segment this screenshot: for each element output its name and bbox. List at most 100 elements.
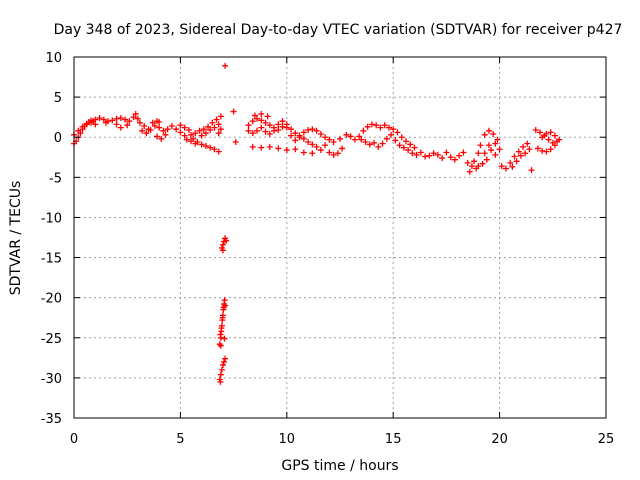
data-point bbox=[221, 297, 228, 304]
y-tick-label: -20 bbox=[41, 292, 62, 307]
data-point bbox=[117, 114, 124, 121]
data-point bbox=[185, 127, 192, 134]
data-point bbox=[217, 126, 224, 133]
data-point bbox=[249, 143, 256, 150]
x-axis-label: GPS time / hours bbox=[281, 458, 398, 474]
data-point bbox=[528, 167, 535, 174]
data-point bbox=[75, 127, 82, 134]
data-point bbox=[464, 159, 471, 166]
data-point bbox=[215, 121, 222, 128]
data-point bbox=[217, 331, 224, 338]
data-point bbox=[547, 146, 554, 153]
data-point bbox=[251, 112, 258, 119]
data-point bbox=[313, 143, 320, 150]
y-tick-label: 10 bbox=[45, 51, 62, 66]
data-point bbox=[134, 115, 141, 122]
data-point bbox=[526, 146, 533, 153]
data-point bbox=[300, 135, 307, 142]
data-point bbox=[181, 124, 188, 131]
data-point bbox=[156, 118, 163, 125]
data-point bbox=[207, 144, 214, 151]
data-point bbox=[92, 121, 99, 128]
data-point bbox=[283, 147, 290, 154]
data-point bbox=[347, 133, 354, 140]
data-point bbox=[407, 141, 414, 148]
data-point bbox=[305, 127, 312, 134]
x-tick-label: 10 bbox=[279, 432, 296, 447]
data-point bbox=[288, 126, 295, 133]
data-point bbox=[481, 150, 488, 157]
data-point bbox=[122, 116, 129, 123]
data-point bbox=[113, 121, 120, 128]
y-tick-label: -10 bbox=[41, 211, 62, 226]
data-point bbox=[539, 134, 546, 141]
data-point bbox=[156, 124, 163, 131]
data-point bbox=[222, 355, 229, 362]
data-point bbox=[366, 141, 373, 148]
data-point bbox=[151, 122, 158, 129]
data-point bbox=[556, 136, 563, 143]
data-point bbox=[130, 114, 137, 121]
data-point bbox=[254, 127, 261, 134]
data-point bbox=[551, 132, 558, 139]
y-tick-label: 0 bbox=[54, 131, 62, 146]
data-point bbox=[451, 156, 458, 163]
data-point bbox=[511, 153, 518, 160]
data-point bbox=[385, 124, 392, 131]
data-point bbox=[221, 335, 228, 342]
data-point bbox=[109, 117, 116, 124]
data-point bbox=[198, 141, 205, 148]
data-point bbox=[434, 151, 441, 158]
data-point bbox=[283, 124, 290, 131]
data-point bbox=[492, 151, 499, 158]
data-point bbox=[266, 143, 273, 150]
data-point bbox=[83, 121, 90, 128]
data-point bbox=[343, 131, 350, 138]
data-point bbox=[202, 143, 209, 150]
data-point bbox=[220, 304, 227, 311]
data-point bbox=[362, 139, 369, 146]
data-point bbox=[136, 119, 143, 126]
data-point bbox=[218, 325, 225, 332]
data-point bbox=[360, 127, 367, 134]
data-point bbox=[292, 146, 299, 153]
data-point bbox=[515, 148, 522, 155]
data-point bbox=[507, 159, 514, 166]
data-point bbox=[383, 135, 390, 142]
data-point bbox=[124, 122, 131, 129]
data-point bbox=[396, 142, 403, 149]
data-point bbox=[192, 130, 199, 137]
y-axis-label: SDTVAR / TECUs bbox=[8, 181, 24, 296]
data-point bbox=[126, 118, 133, 125]
data-point bbox=[221, 358, 228, 365]
data-point bbox=[358, 136, 365, 143]
data-points bbox=[71, 62, 563, 385]
data-point bbox=[394, 129, 401, 136]
data-point bbox=[143, 130, 150, 137]
data-point bbox=[405, 147, 412, 154]
data-point bbox=[288, 132, 295, 139]
data-point bbox=[520, 143, 527, 150]
data-point bbox=[213, 116, 220, 123]
data-point bbox=[215, 148, 222, 155]
data-point bbox=[96, 114, 103, 121]
data-point bbox=[313, 127, 320, 134]
data-point bbox=[309, 126, 316, 133]
data-point bbox=[192, 140, 199, 147]
data-point bbox=[149, 119, 156, 126]
data-point bbox=[300, 149, 307, 156]
data-point bbox=[300, 129, 307, 136]
data-point bbox=[296, 134, 303, 141]
data-point bbox=[334, 150, 341, 157]
data-point bbox=[309, 141, 316, 148]
data-point bbox=[218, 366, 225, 373]
data-point bbox=[266, 122, 273, 129]
data-point bbox=[202, 130, 209, 137]
data-point bbox=[207, 127, 214, 134]
data-point bbox=[232, 139, 239, 146]
data-point bbox=[377, 124, 384, 131]
x-tick-label: 15 bbox=[385, 432, 402, 447]
data-point bbox=[532, 127, 539, 134]
data-point bbox=[466, 168, 473, 175]
